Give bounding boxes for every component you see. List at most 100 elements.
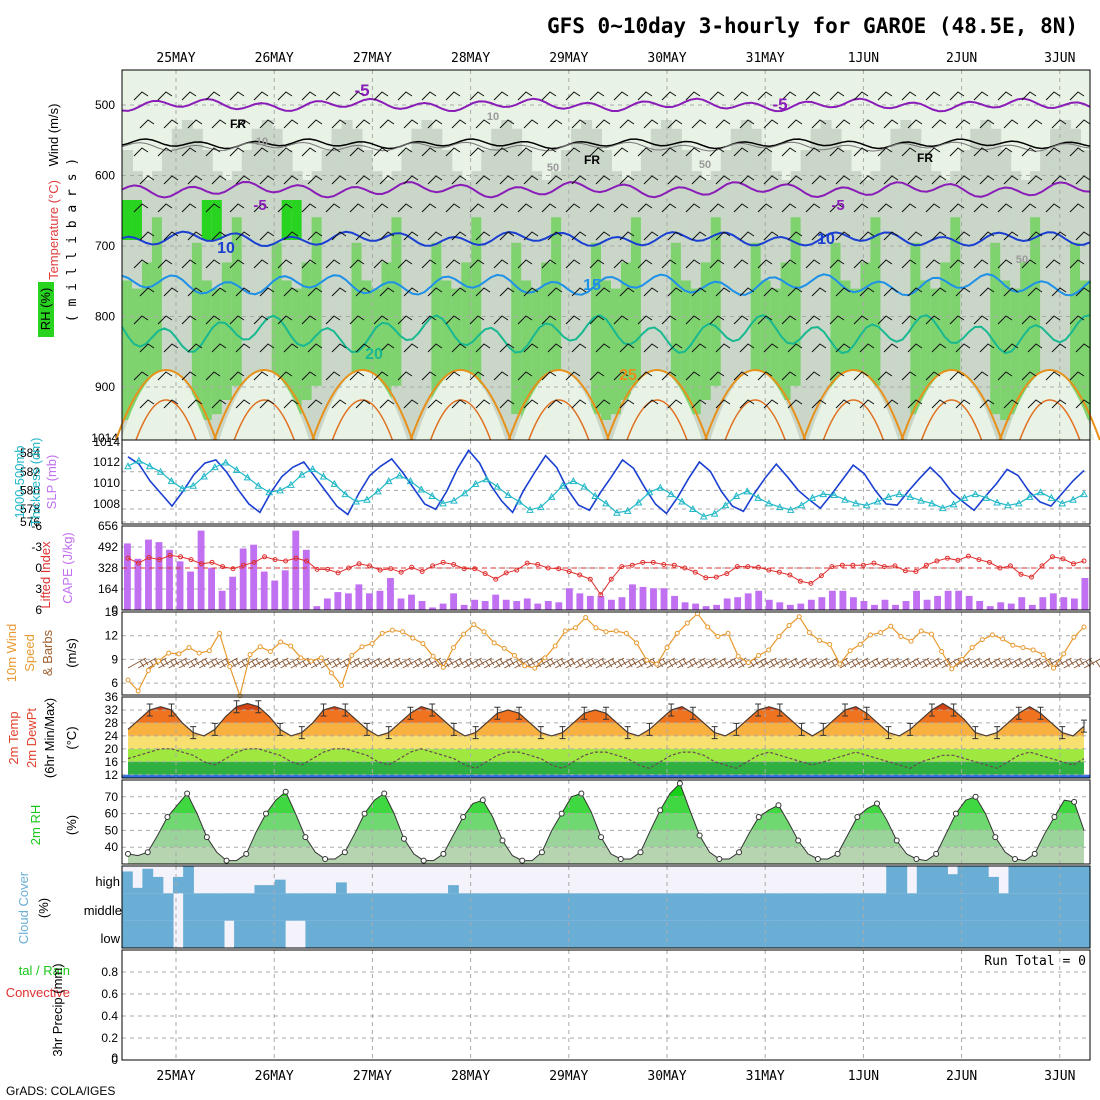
cloud-cell-middle — [957, 893, 969, 921]
lifted-index-point — [703, 575, 709, 581]
cloud-cell-middle — [132, 893, 143, 921]
wind10m-frame — [121, 611, 1091, 696]
wind-barb — [781, 91, 797, 101]
wind-barb — [931, 399, 947, 409]
wind-barb — [211, 287, 227, 297]
isotherm-25-arch — [507, 369, 610, 441]
cloud-cell-low — [509, 920, 520, 948]
wind-barb-10m — [809, 657, 830, 669]
wind-barb — [853, 259, 869, 269]
lifted-index-point — [776, 569, 782, 575]
thickness-marker — [1080, 490, 1088, 498]
cloud-cell-low — [407, 920, 419, 948]
temp-minmax-whisker — [559, 726, 566, 740]
wind-barb — [685, 259, 701, 269]
temp-tick-label: 28 — [105, 716, 119, 730]
wind-barb — [781, 259, 797, 269]
lifted-index-point — [1049, 554, 1055, 560]
wind-speed-point — [318, 655, 324, 661]
lifted-index-point — [787, 572, 793, 578]
temp-minmax-whisker — [146, 703, 153, 717]
wind-barb-10m — [320, 657, 342, 669]
wind-barb — [973, 203, 989, 213]
wind-speed-point — [125, 677, 131, 683]
cloud-cell-low — [448, 920, 459, 948]
wind-barb — [763, 399, 779, 409]
wind-barb — [277, 147, 293, 157]
wind-barb — [421, 371, 437, 381]
wind-barb — [253, 315, 269, 325]
cloud-frame — [121, 865, 1091, 949]
wind-barb — [451, 343, 467, 353]
cloud-cell-middle — [600, 893, 612, 921]
cape-bar — [481, 601, 489, 610]
wind-barb — [1003, 343, 1019, 353]
wind-barb — [595, 343, 611, 353]
cape-bar — [250, 544, 258, 610]
wind-barb — [349, 203, 365, 213]
thickness-marker — [569, 477, 578, 485]
wind-barb — [733, 203, 749, 213]
wind-barb — [451, 231, 467, 241]
cloud-cell-low — [254, 920, 266, 948]
wind-barb — [133, 203, 149, 213]
wind-speed-point — [501, 645, 507, 651]
lifted-index-point — [766, 567, 772, 573]
wind-barb — [1027, 287, 1043, 297]
wind-barb-10m — [748, 657, 769, 669]
side-labels: Wind (m/s) Temperature (°C) ( m i l l i … — [4, 104, 80, 1057]
wind-barb — [757, 91, 773, 101]
wind-barb — [1075, 399, 1091, 409]
lifted-index-point — [629, 562, 635, 568]
wind-barb — [355, 231, 371, 241]
bottom-date-label: 31MAY — [746, 1069, 785, 1084]
rh-point — [578, 790, 585, 797]
wind-speed-point — [593, 625, 599, 631]
cloud-cell-high — [886, 866, 897, 894]
cloud-cell-low — [733, 920, 745, 948]
isotherm-25-arch — [900, 369, 1003, 441]
top-date-label: 31MAY — [746, 51, 785, 66]
wind-barb — [907, 287, 923, 297]
slp-line — [127, 449, 1085, 516]
lifted-index-point — [1039, 563, 1045, 569]
wind-speed-point — [410, 635, 416, 641]
wind-barb-10m — [453, 657, 474, 669]
thickness-marker — [917, 496, 925, 504]
wind-barb — [1021, 371, 1037, 381]
wind-barb-10m — [585, 657, 607, 669]
lifted-index-point — [881, 564, 887, 570]
rh-fill-green — [221, 262, 233, 400]
wind-barb — [931, 343, 947, 353]
cloud-cell-middle — [315, 893, 327, 921]
wind-barb — [997, 371, 1013, 381]
rh-fill-mid — [171, 128, 183, 440]
wind-barb — [325, 371, 341, 381]
wind-barb — [451, 287, 467, 297]
wind-barb — [931, 175, 947, 185]
thickness-marker — [395, 471, 404, 479]
wind-barb-10m — [971, 657, 993, 669]
cape-bar — [955, 590, 963, 610]
rh-fill-mid — [501, 120, 513, 440]
thickness-marker — [547, 492, 556, 500]
rh-fill-green — [431, 242, 443, 415]
wind-barb — [157, 91, 173, 101]
contour-label-fr: FR — [917, 151, 933, 165]
temp-minmax-whisker — [733, 722, 740, 736]
wind-barb — [787, 231, 803, 241]
wind-barb — [445, 203, 461, 213]
wind-speed-point — [420, 641, 426, 647]
wind-barb — [661, 147, 677, 157]
wind-barb — [547, 119, 563, 129]
wind-barb — [739, 287, 755, 297]
chart-title: GFS 0~10day 3-hourly for GAROE (48.5E, 8… — [547, 14, 1078, 38]
thickness-line — [127, 459, 1085, 518]
contour-label-25: 25 — [619, 367, 637, 384]
thickness-marker — [775, 503, 784, 511]
cloud-cell-low — [998, 920, 1010, 948]
wind-barb-10m — [382, 657, 403, 669]
wind-barb — [1003, 231, 1019, 241]
temp-minmax-whisker — [776, 703, 783, 717]
wind-barb — [1045, 259, 1061, 269]
